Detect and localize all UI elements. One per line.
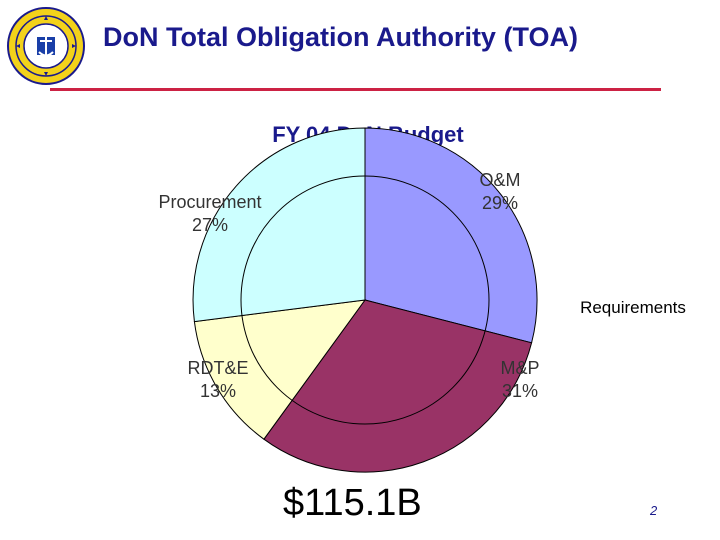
pie-slice-rdt-e bbox=[193, 299, 367, 440]
slice-name: Procurement bbox=[158, 192, 261, 212]
slice-label: Procurement 27% bbox=[158, 192, 261, 235]
slice-percent: 29% bbox=[482, 193, 518, 213]
pie-slice-o-m bbox=[364, 127, 538, 344]
slice-name: M&P bbox=[500, 358, 539, 378]
inner-ring bbox=[240, 175, 490, 425]
slice-label: O&M 29% bbox=[479, 170, 520, 213]
pie-slice-procurement bbox=[192, 127, 366, 323]
slice-percent: 13% bbox=[200, 381, 236, 401]
title-divider bbox=[50, 88, 661, 91]
slice-percent: 31% bbox=[502, 381, 538, 401]
slice-name: RDT&E bbox=[187, 358, 248, 378]
slice-label: RDT&E 13% bbox=[187, 358, 248, 401]
page-number: 2 bbox=[650, 503, 658, 518]
slice-label: M&P 31% bbox=[500, 358, 539, 401]
slice-name: O&M bbox=[479, 170, 520, 190]
ring-label: Requirements bbox=[580, 298, 686, 317]
slice-percent: 27% bbox=[192, 215, 228, 235]
page-title: DoN Total Obligation Authority (TOA) bbox=[103, 22, 578, 52]
total-amount: $115.1B bbox=[283, 482, 422, 524]
pie-slice-m-p bbox=[263, 299, 533, 473]
navy-seal-icon bbox=[7, 7, 85, 85]
